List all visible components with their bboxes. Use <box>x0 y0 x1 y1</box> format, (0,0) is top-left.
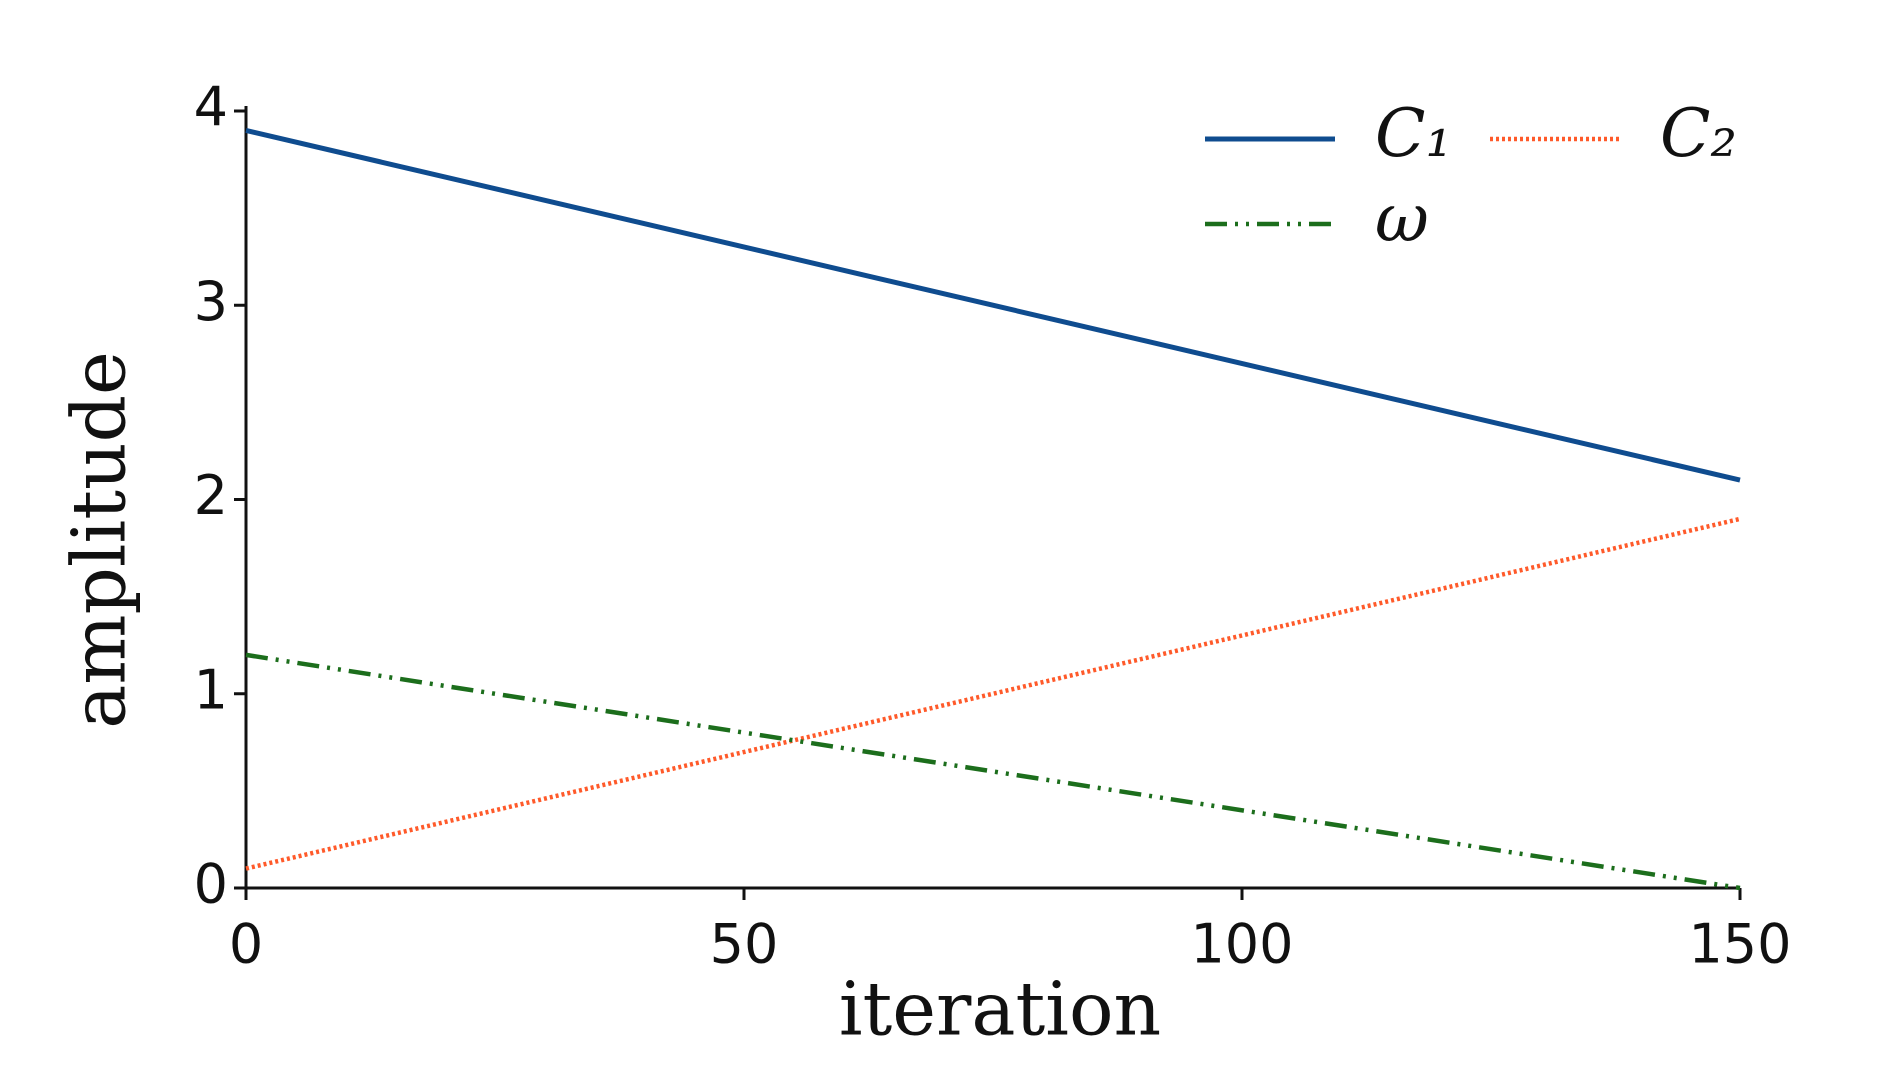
x-tick-label: 50 <box>710 913 779 976</box>
series-line <box>245 516 1741 871</box>
legend-label: ω <box>1375 180 1429 257</box>
legend-label: C₂ <box>1660 95 1737 172</box>
y-tick-label: 1 <box>194 658 228 721</box>
legend-label: C₁ <box>1375 95 1452 172</box>
y-tick-label: 2 <box>194 464 228 527</box>
x-tick-label: 150 <box>1688 913 1791 976</box>
y-axis-label: amplitude <box>56 351 142 729</box>
y-tick-label: 4 <box>194 76 228 139</box>
x-tick-label: 0 <box>229 913 263 976</box>
y-tick-label: 3 <box>194 270 228 333</box>
y-tick-label: 0 <box>194 853 228 916</box>
x-axis-label: iteration <box>839 966 1161 1052</box>
x-tick-label: 100 <box>1190 913 1293 976</box>
series-line <box>245 127 1741 483</box>
series-line <box>245 652 1741 891</box>
